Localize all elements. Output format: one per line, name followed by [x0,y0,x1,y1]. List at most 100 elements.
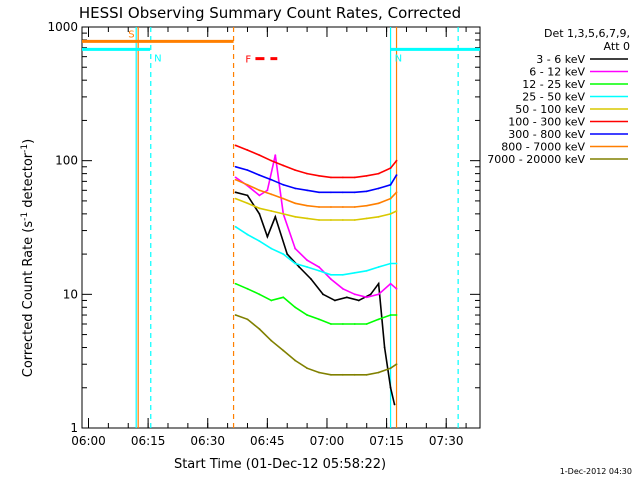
series-point [274,154,277,157]
series-line [235,178,398,208]
series-point [365,204,368,207]
series-point [389,197,392,200]
series-point [282,296,285,299]
series-point [395,363,398,366]
plot-area: 1 10 100 1000 06:00 06:15 06:30 06:45 07:00 07:15… [47,20,481,448]
y-label-part-2: detector [21,152,36,212]
series-point [258,154,261,157]
series-point [330,278,332,281]
legend-entry-label: 50 - 100 keV [515,103,585,116]
series-point [395,210,398,212]
y-axis-label: Corrected Count Rate (s-1 detector-1) [20,139,36,377]
series-point [353,323,356,325]
series-point [246,169,249,172]
series-point [282,253,285,255]
series-point [258,328,261,330]
footer-timestamp: 1-Dec-2012 04:30 [560,467,632,476]
series-point [282,164,285,167]
y-tick-label: 1 [70,421,78,435]
series-point [246,233,249,236]
series-point [318,318,320,321]
series-point [389,212,392,215]
legend-entry-label: 6 - 12 keV [529,66,585,79]
series-point [389,314,392,316]
series-point [369,293,372,296]
series-point [341,373,344,376]
x-tick-label: 07:30 [429,434,464,448]
series-point [234,197,237,200]
series-point [246,183,249,186]
series-point [246,202,249,205]
x-axis-label: Start Time (01-Dec-12 05:58:22) [174,457,386,472]
series-point [395,191,398,194]
series-line [235,154,398,299]
series-point [286,253,289,255]
series-point [270,193,273,196]
series-point [298,266,301,268]
legend-entry-label: 100 - 300 keV [508,116,585,129]
series-point [246,194,249,197]
series-point [270,159,273,162]
series-point [306,367,309,370]
series-point [294,215,297,218]
legend-entry-label: 3 - 6 keV [536,53,585,66]
series-point [258,194,261,197]
series-point [306,266,309,268]
series-point [282,183,285,186]
series-point [258,174,261,176]
series-point [341,273,344,276]
x-tick-label: 07:00 [310,434,345,448]
series-point [345,296,348,299]
series-point [234,282,237,285]
series-point [306,314,309,316]
series-point [395,314,398,316]
series-point [365,296,368,299]
x-tick-label: 06:45 [250,434,285,448]
series-line [235,314,397,376]
series-point [234,178,237,181]
series-point [395,159,398,162]
series-point [365,217,368,220]
series-point [322,293,324,296]
flag-label: S [128,29,134,40]
series-point [234,144,237,147]
series-point [266,235,269,238]
series-point [377,202,380,205]
series-point [258,293,261,296]
series-point [353,219,356,221]
chart-title: HESSI Observing Summary Count Rates, Cor… [79,4,461,22]
series-point [282,212,285,215]
series-point [270,299,273,302]
series-point [389,167,392,169]
series-point [377,293,380,296]
series-point [258,212,261,215]
series-point [341,176,344,179]
series-point [365,323,368,325]
legend-entry-label: 7000 - 20000 keV [487,153,585,166]
series-point [306,217,309,220]
series-point [274,215,277,218]
flag-label: N [395,53,402,64]
series-point [258,240,261,243]
series-point [389,386,392,389]
series-point [318,191,320,194]
series-point [306,172,309,175]
series-point [341,219,344,221]
series-point [234,225,237,228]
series-point [353,373,356,376]
series-point [377,187,380,190]
series-point [294,306,297,309]
y-tick-label: 10 [63,287,78,301]
series-point [389,262,392,265]
legend-header-line-2: Att 0 [604,40,630,53]
series-point [330,273,332,276]
series-point [330,373,332,376]
series-point [353,176,356,179]
series-point [234,191,237,194]
series-point [395,262,398,265]
series-point [395,287,398,290]
series-line [235,191,396,405]
series-point [306,189,309,192]
series-point [341,323,344,325]
